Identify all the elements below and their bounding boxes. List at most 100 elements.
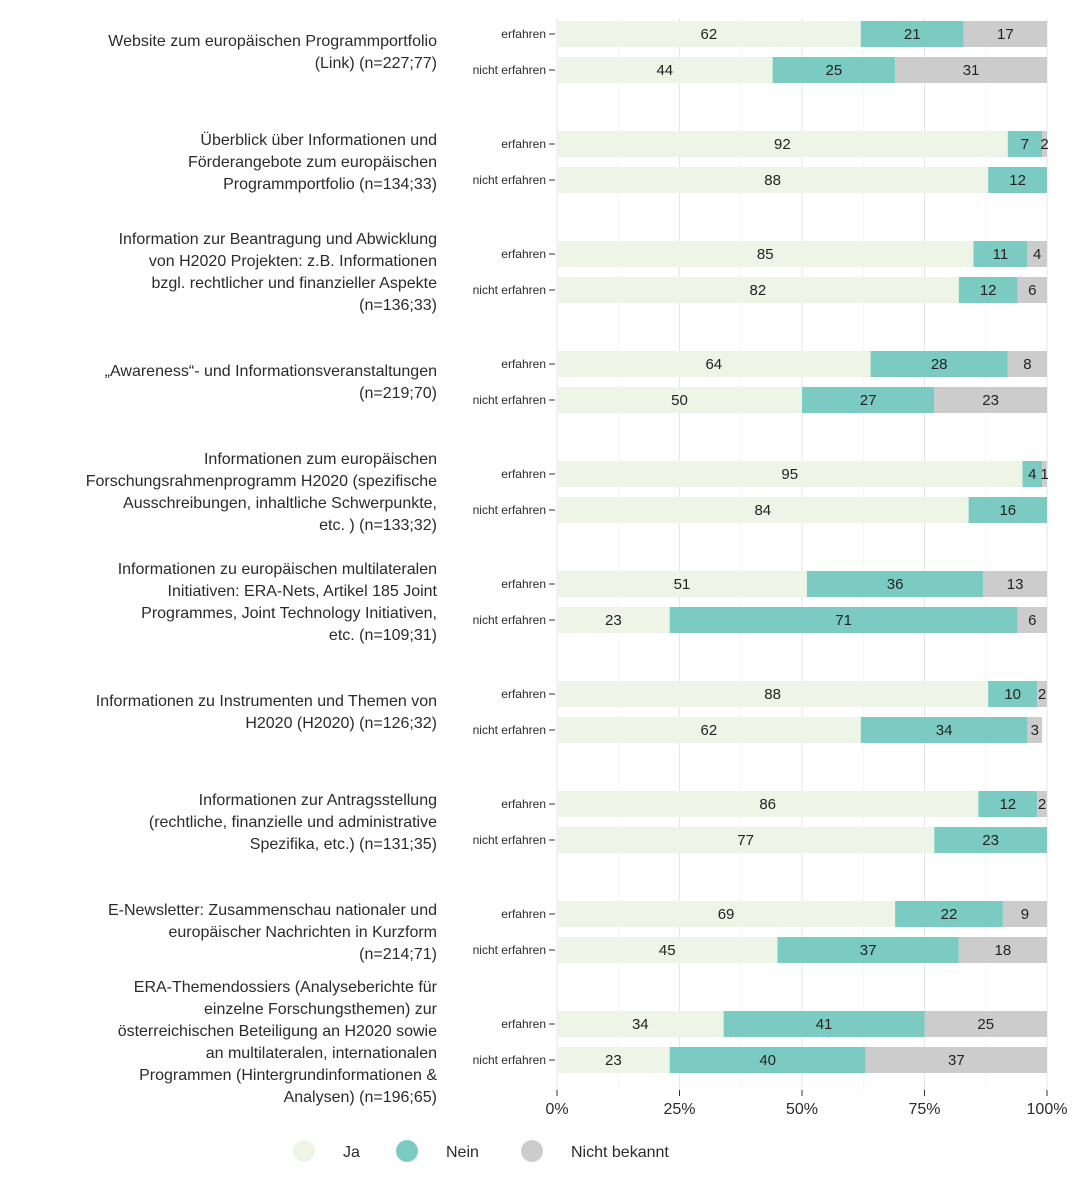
data-label: 88 [764, 686, 781, 703]
bar-segment [557, 167, 989, 193]
data-label: 34 [936, 722, 953, 739]
bar-segment [1042, 461, 1047, 487]
data-label: 34 [632, 1016, 649, 1033]
data-label: 12 [999, 796, 1016, 813]
bar-segment [669, 1047, 866, 1073]
bar-segment [557, 571, 807, 597]
data-label: 37 [948, 1052, 965, 1069]
data-label: 27 [860, 392, 877, 409]
bar-segment [865, 1047, 1047, 1073]
data-label: 92 [774, 136, 791, 153]
data-label: 23 [982, 832, 999, 849]
bar-segment [557, 497, 969, 523]
data-label: 8 [1023, 356, 1031, 373]
bar-segment [557, 1047, 670, 1073]
bar-segment [557, 241, 974, 267]
bar-segment [777, 937, 959, 963]
data-label: 50 [671, 392, 688, 409]
bar-segment [723, 1011, 925, 1037]
bar-segment [772, 57, 896, 83]
group-label: nicht erfahren [473, 723, 546, 737]
data-label: 9 [1021, 906, 1029, 923]
bar-segment [1002, 901, 1047, 927]
x-tick-label: 0% [545, 1101, 568, 1118]
x-tick-label: 25% [663, 1101, 695, 1118]
category-label-line: bzgl. rechtlicher und finanzieller Aspek… [152, 275, 438, 292]
bar-segment [988, 681, 1038, 707]
bar-segment [988, 167, 1047, 193]
category-label-line: Informationen zum europäischen [204, 451, 437, 468]
data-label: 11 [993, 246, 1009, 263]
bar-segment [1027, 717, 1043, 743]
category-label-line: Information zur Beantragung und Abwicklu… [119, 231, 437, 248]
group-label: erfahren [501, 27, 546, 41]
category-label-line: (n=219;70) [359, 385, 437, 402]
data-label: 28 [931, 356, 948, 373]
data-label: 71 [835, 612, 852, 629]
group-label: erfahren [501, 577, 546, 591]
data-label: 31 [963, 62, 980, 79]
group-label: nicht erfahren [473, 63, 546, 77]
data-label: 1 [1040, 466, 1048, 483]
category-label-line: (Link) (n=227;77) [315, 55, 437, 72]
bar-segment [895, 901, 1003, 927]
category-label-line: an multilateralen, internationalen [206, 1045, 437, 1062]
labels-layer: Website zum europäischen Programmportfol… [86, 26, 1049, 1106]
data-label: 23 [605, 1052, 622, 1069]
category-label-line: Initiativen: ERA-Nets, Artikel 185 Joint [168, 583, 438, 600]
category-label-line: „Awareness“- und Informationsveranstaltu… [105, 363, 437, 380]
data-label: 12 [980, 282, 997, 299]
bar-segment [802, 387, 935, 413]
data-label: 13 [1007, 576, 1024, 593]
category-label-line: E-Newsletter: Zusammenschau nationaler u… [108, 902, 437, 919]
data-label: 6 [1028, 282, 1036, 299]
legend-swatch [396, 1140, 418, 1162]
bar-segment [983, 571, 1047, 597]
bar-segment [557, 461, 1023, 487]
data-label: 21 [904, 26, 921, 43]
data-label: 4 [1028, 466, 1036, 483]
category-label-line: einzelne Forschungsthemen) zur [204, 1001, 438, 1018]
data-label: 23 [605, 612, 622, 629]
category-label-line: österreichischen Beteiligung an H2020 so… [118, 1023, 437, 1040]
bar-segment [557, 1011, 724, 1037]
bars-layer [557, 21, 1047, 1073]
category-label: Überblick über Informationen und Förderan… [188, 131, 437, 193]
group-label: erfahren [501, 137, 546, 151]
data-label: 44 [656, 62, 673, 79]
bar-segment [895, 57, 1047, 83]
data-label: 77 [737, 832, 754, 849]
bar-segment [968, 497, 1047, 523]
category-label-line: Programmen (Hintergrundinformationen & [139, 1067, 437, 1084]
bar-segment [557, 277, 959, 303]
bar-segment [557, 131, 1008, 157]
data-label: 88 [764, 172, 781, 189]
bar-segment [870, 351, 1008, 377]
legend-label: Nein [446, 1144, 479, 1161]
bar-segment [557, 21, 861, 47]
group-label: nicht erfahren [473, 173, 546, 187]
data-label: 12 [1009, 172, 1026, 189]
bar-segment [1037, 791, 1047, 817]
bar-segment [860, 717, 1028, 743]
data-label: 37 [860, 942, 877, 959]
category-label-line: (rechtliche, finanzielle und administrat… [149, 814, 437, 831]
category-label-line: (n=214;71) [359, 946, 437, 963]
data-label: 86 [759, 796, 776, 813]
bar-segment [958, 937, 1047, 963]
data-label: 41 [816, 1016, 833, 1033]
bar-segment [557, 387, 802, 413]
bar-segment [669, 607, 1018, 633]
bar-segment [1007, 131, 1043, 157]
group-label: nicht erfahren [473, 283, 546, 297]
data-label: 22 [941, 906, 958, 923]
category-label-line: Informationen zu Instrumenten und Themen… [96, 693, 437, 710]
data-label: 82 [750, 282, 767, 299]
data-label: 16 [999, 502, 1016, 519]
data-label: 2 [1040, 136, 1048, 153]
bar-segment [557, 717, 861, 743]
group-label: nicht erfahren [473, 833, 546, 847]
data-label: 36 [887, 576, 904, 593]
category-label: ERA-Themendossiers (Analyseberichte für e… [118, 979, 438, 1106]
